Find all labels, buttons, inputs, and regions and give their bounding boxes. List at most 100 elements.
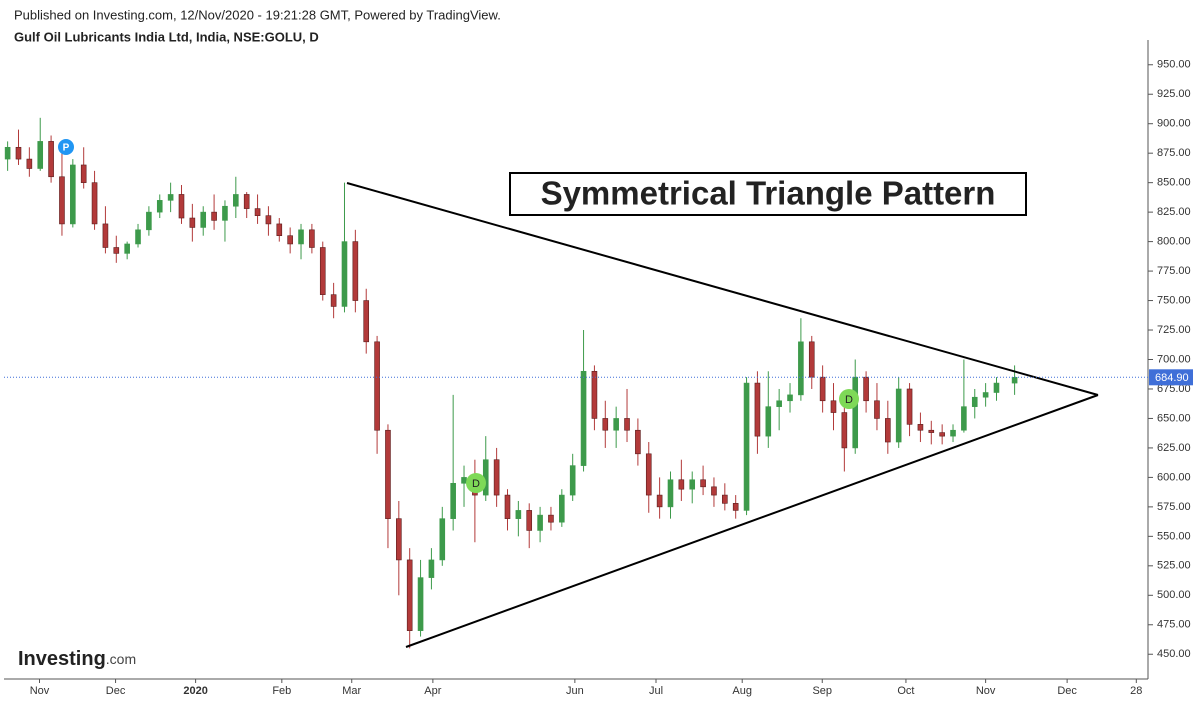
candle-body [971,396,978,407]
marker-badge [466,473,486,493]
y-tick-label: 950.00 [1157,59,1191,71]
candle-body [656,494,663,508]
marker-badge [58,139,74,155]
candle-body [319,247,326,295]
candle-body [189,217,196,228]
candle-body [700,479,706,488]
candle-body [624,418,630,431]
x-tick-label: Feb [272,685,291,697]
candle-body [70,164,76,225]
x-tick-label: 28 [1130,685,1142,697]
y-tick-label: 750.00 [1157,294,1191,306]
candle-body [993,382,1000,393]
candle-body [776,400,782,407]
candle-body [961,406,967,431]
y-tick-label: 600.00 [1157,471,1191,483]
candle-body [450,482,456,519]
candle-body [243,194,250,209]
y-tick-label: 900.00 [1157,118,1191,130]
candle-body [819,376,826,402]
candle-body [309,229,315,248]
y-tick-label: 875.00 [1157,147,1191,159]
y-tick-label: 775.00 [1157,265,1191,277]
candle-body [526,510,533,531]
candle-body [15,146,22,160]
candle-body [330,294,337,307]
marker-label: D [472,478,480,490]
candle-body [178,194,185,219]
candle-body [233,194,239,207]
triangle-lower-line [405,394,1099,648]
candle-body [537,514,543,531]
candle-body [4,146,11,160]
candle-body [917,424,924,431]
candle-body [559,494,565,523]
y-tick-label: 850.00 [1157,177,1191,189]
candle-body [396,518,402,561]
published-note: Published on Investing.com, 12/Nov/2020 … [14,7,501,22]
candle-body [580,370,587,466]
candle-body [352,241,359,301]
candle-body [254,208,261,216]
x-tick-label: Jun [566,685,584,697]
annotation-text: Symmetrical Triangle Pattern [541,175,996,212]
symbol-title: Gulf Oil Lubricants India Ltd, India, NS… [14,29,319,44]
candle-body [1011,377,1018,384]
candle-body [417,577,424,631]
candle-body [200,211,207,228]
x-tick-label: Sep [812,685,832,697]
candle-body [602,418,609,431]
annotation-box [509,172,1027,216]
candle-body [91,182,98,225]
candle-body [515,510,522,519]
candle-body [928,429,935,433]
candle-body [211,211,217,221]
candle-body [874,400,880,419]
y-tick-label: 500.00 [1157,589,1191,601]
candle-body [156,200,163,213]
candle-body [59,176,65,225]
candle-body [841,412,848,449]
y-tick-label: 525.00 [1157,560,1191,572]
candle-body [287,235,293,245]
x-tick-label: Dec [1057,685,1077,697]
candle-body [711,486,717,496]
candle-body [645,453,652,496]
candle-body [765,406,772,437]
y-tick-label: 650.00 [1157,412,1191,424]
x-tick-label: Oct [897,685,914,697]
candle-body [428,559,435,578]
x-tick-label: Mar [342,685,361,697]
candle-body [113,247,120,254]
candle-body [808,341,815,378]
candle-body [146,211,152,231]
marker-label: P [63,143,70,154]
candle-body [406,559,413,631]
logo: Investing.com [18,648,136,670]
candle-body [689,479,696,490]
candle-body [461,477,467,484]
candle-body [276,223,283,237]
candle-body [135,229,141,245]
y-tick-label: 450.00 [1157,648,1191,660]
candle-body [830,400,837,413]
y-tick-label: 675.00 [1157,383,1191,395]
candle-body [26,158,33,169]
y-tick-label: 575.00 [1157,501,1191,513]
candle-body [569,465,576,496]
candle-body [667,479,674,508]
candle-body [548,514,554,523]
candle-body [798,341,804,396]
candle-body [493,459,500,496]
triangle-upper-line [346,182,1099,396]
logo-suffix: .com [106,651,136,667]
candle-body [167,194,174,201]
candle-body [895,388,902,443]
marker-badge [839,389,859,409]
y-tick-label: 700.00 [1157,353,1191,365]
candle-body [906,388,913,425]
candle-body [635,429,641,455]
marker-label: D [845,394,853,406]
